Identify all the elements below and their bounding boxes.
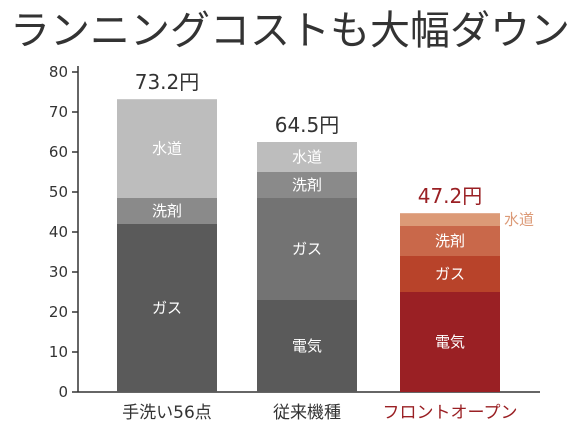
- bar-segment: [117, 224, 217, 392]
- segment-label: ガス: [292, 240, 322, 258]
- bar-segment: [257, 198, 357, 300]
- segment-label: 洗剤: [292, 176, 322, 194]
- total-label: 64.5円: [275, 113, 340, 137]
- segment-label: ガス: [435, 265, 465, 283]
- chart-title: ランニングコストも大幅ダウン: [10, 8, 570, 54]
- category-label: 手洗い56点: [122, 403, 212, 423]
- y-tick-label: 0: [58, 383, 68, 401]
- y-tick-label: 10: [49, 343, 68, 361]
- bar-segment: [117, 198, 217, 224]
- bar-group: 電気 ガス 洗剤 水道 64.5円: [257, 113, 357, 392]
- y-tick-label: 50: [49, 183, 68, 201]
- y-tick-label: 40: [49, 223, 68, 241]
- y-tick-label: 80: [49, 63, 68, 81]
- segment-label: 水道: [292, 148, 322, 166]
- y-tick-label: 30: [49, 263, 68, 281]
- category-labels: 手洗い56点 従来機種 フロントオープン: [122, 403, 517, 423]
- bar-segment: [400, 256, 500, 292]
- segment-label: 洗剤: [152, 202, 182, 220]
- total-label: 47.2円: [418, 184, 483, 208]
- segment-label: 水道: [504, 211, 534, 229]
- bar-segment: [117, 99, 217, 198]
- segment-label: 洗剤: [435, 232, 465, 250]
- category-label: 従来機種: [273, 403, 341, 423]
- bar-segment: [400, 292, 500, 392]
- segment-label: ガス: [152, 299, 182, 317]
- y-tick-label: 70: [49, 103, 68, 121]
- total-label: 73.2円: [135, 70, 200, 94]
- bar-segment: [257, 142, 357, 172]
- segment-label: 電気: [292, 337, 322, 355]
- y-tick-label: 60: [49, 143, 68, 161]
- bar-segment: [257, 172, 357, 198]
- bar-group: 電気 ガス 洗剤 水道 47.2円: [400, 184, 534, 392]
- bar-segment: [257, 300, 357, 392]
- y-axis: 0 10 20 30 40 50 60 70 80: [49, 63, 540, 401]
- segment-label: 水道: [152, 140, 182, 158]
- segment-label: 電気: [435, 333, 465, 351]
- y-tick-label: 20: [49, 303, 68, 321]
- category-label: フロントオープン: [383, 403, 518, 423]
- bar-segment: [400, 226, 500, 256]
- bar-segment: [400, 213, 500, 226]
- bar-group: ガス 洗剤 水道 73.2円: [117, 70, 217, 392]
